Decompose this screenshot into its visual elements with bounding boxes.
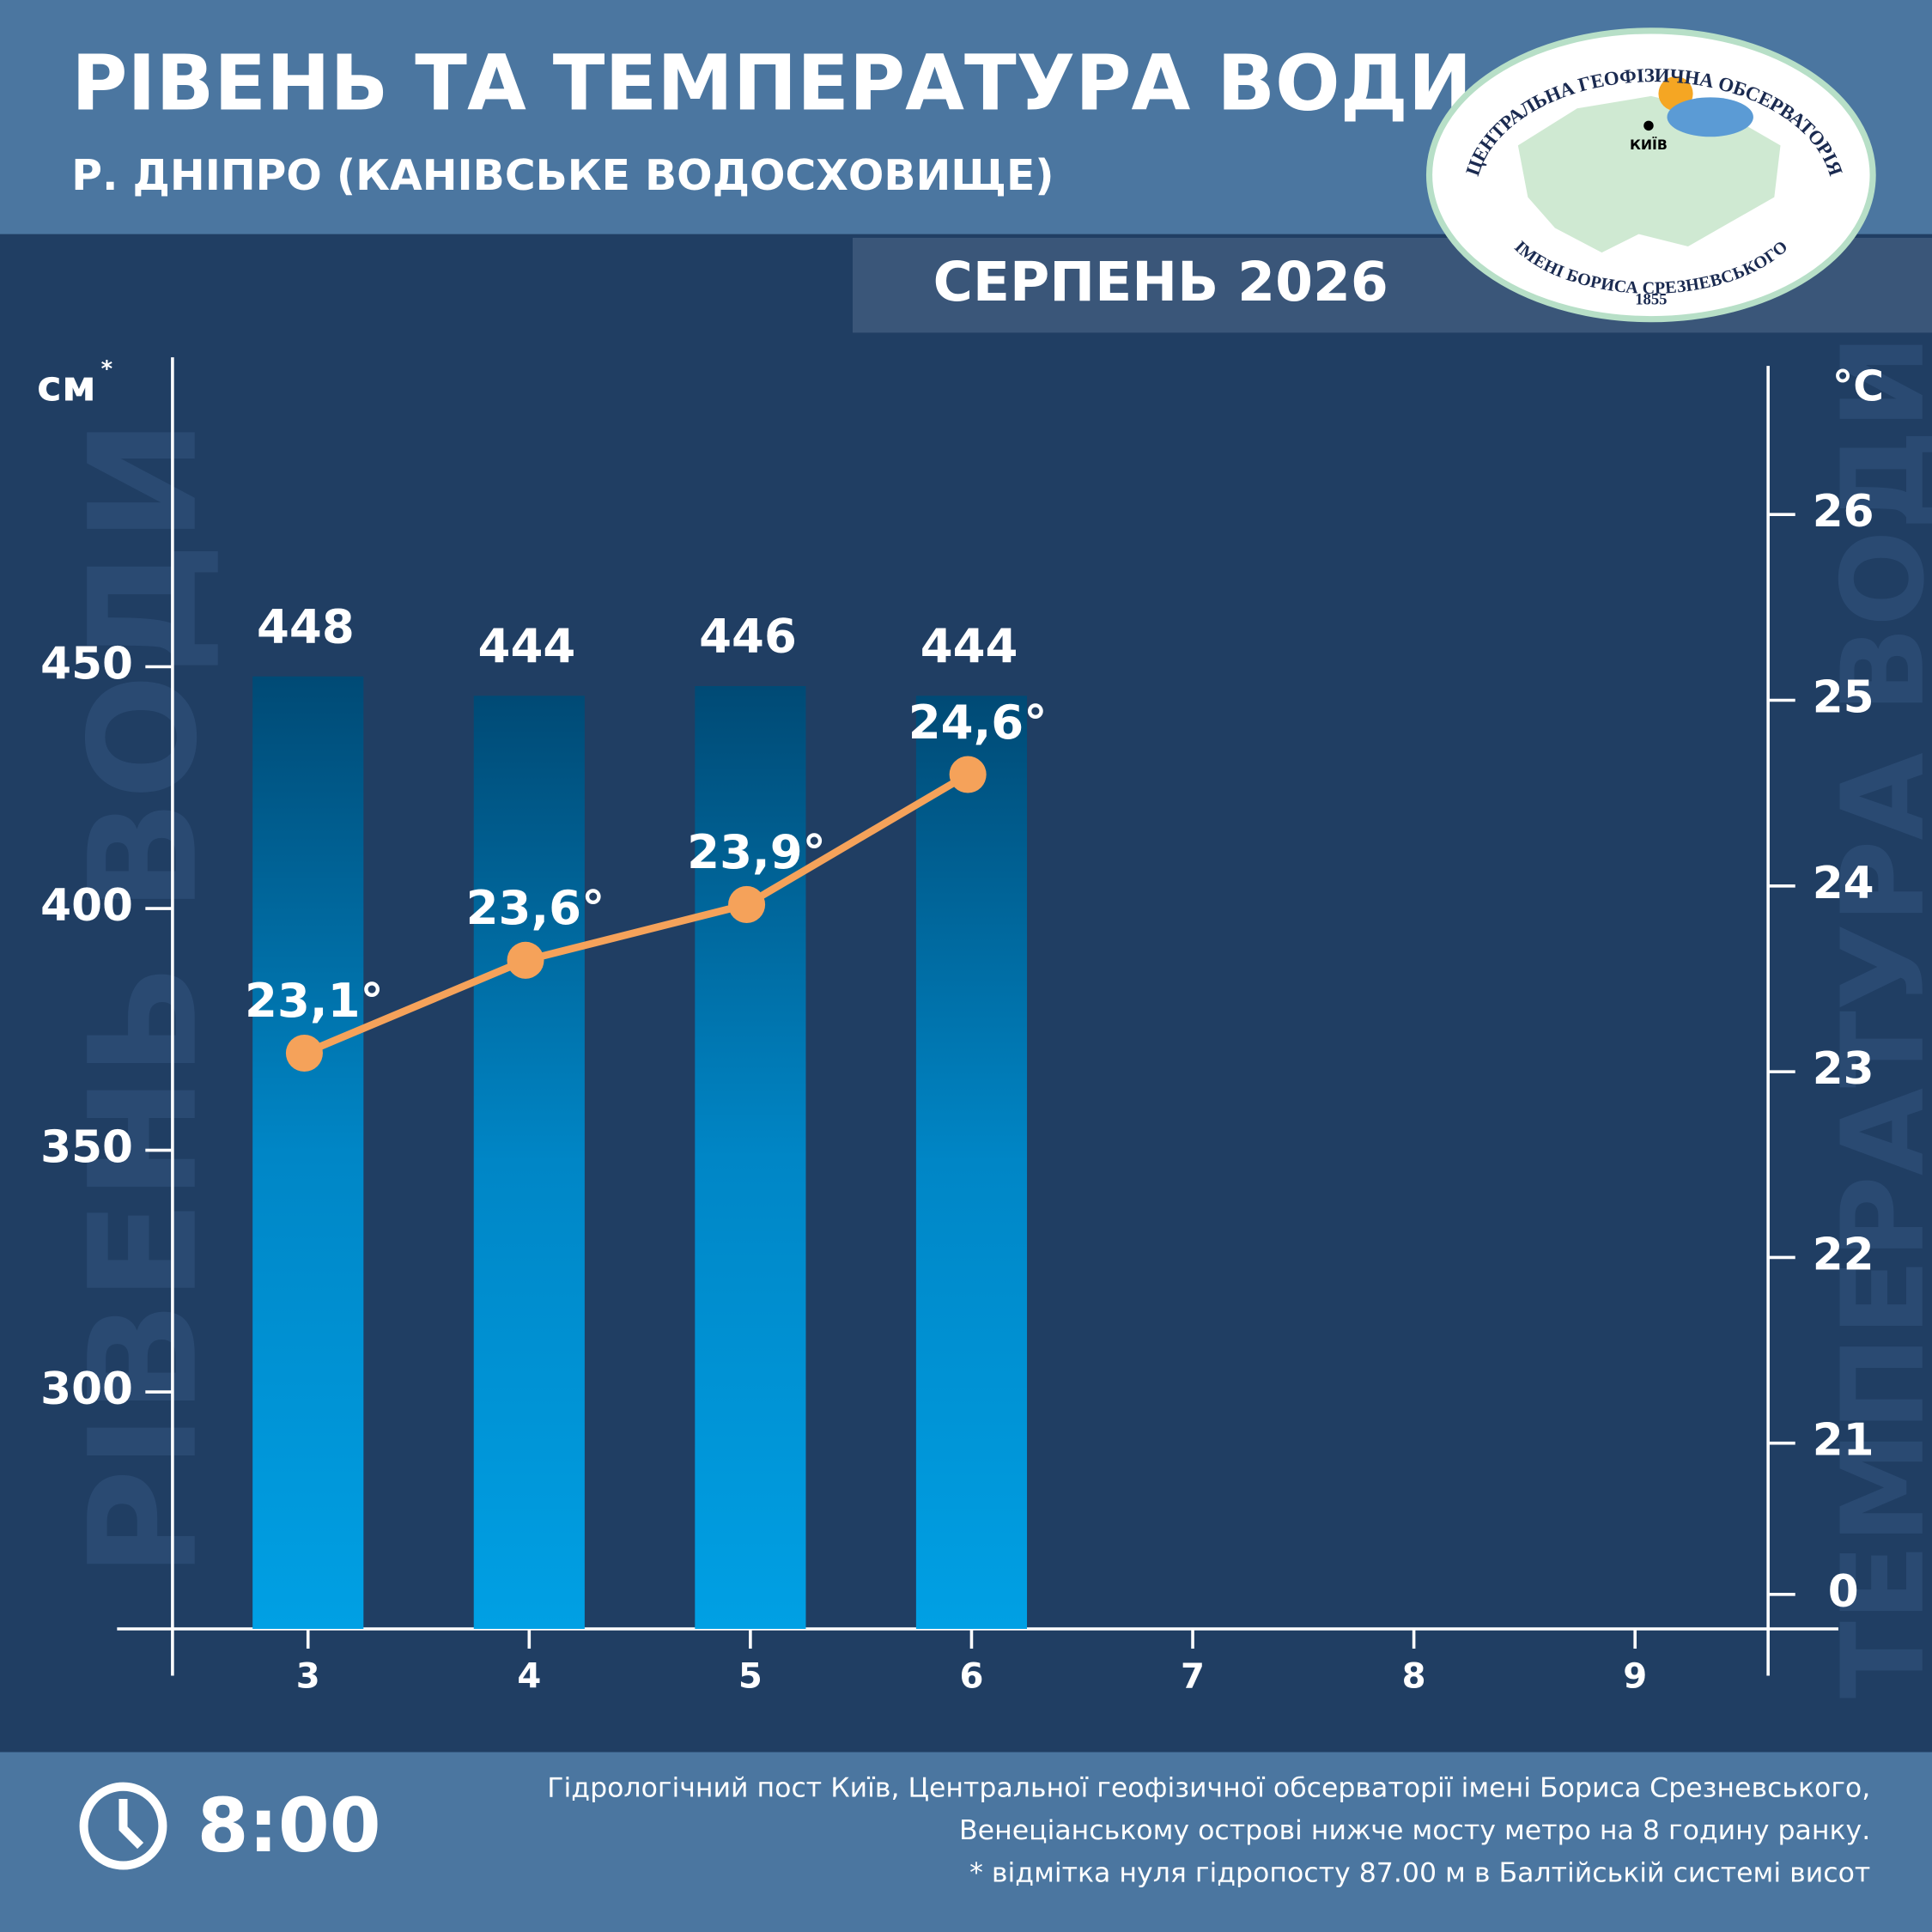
footer-band [0, 1752, 1932, 1932]
temperature-line [302, 771, 970, 1057]
temperature-label: 23,6° [466, 880, 605, 935]
bar [915, 696, 1028, 1630]
bar-label: 444 [920, 618, 1018, 673]
y-tick-label: 450 [40, 638, 133, 690]
footnote: * відмітка нуля гідропосту 87.00 м в Бал… [969, 1858, 1870, 1889]
logo-cloud [1667, 97, 1753, 137]
y-tick-label: 350 [40, 1122, 133, 1174]
y2-tick-label: 24 [1813, 858, 1874, 909]
y2-watermark: ТЕМПЕРАТУРА ВОДИ [1818, 335, 1932, 1699]
y2-unit: °C [1832, 361, 1884, 410]
logo-year: 1855 [1635, 290, 1667, 308]
subtitle: Р. ДНІПРО (КАНІВСЬКЕ ВОДОСХОВИЩЕ) [71, 151, 1054, 200]
bar [695, 686, 806, 1630]
x-tick-label: 7 [1181, 1656, 1205, 1696]
logo-city: КИЇВ [1630, 137, 1668, 153]
y-unit-note: * [101, 356, 113, 382]
title: РІВЕНЬ ТА ТЕМПЕРАТУРА ВОДИ [71, 39, 1472, 128]
plot: 300 350 400 450 0 21 22 23 24 25 26 3 4 5 6 7 8 9 448 444 44… [40, 486, 1874, 1888]
x-tick-label: 5 [738, 1656, 762, 1696]
y2-tick-label: 21 [1813, 1415, 1874, 1467]
y2-tick-label: 25 [1813, 672, 1874, 724]
footnote: Венеціанському острові нижче мосту метро… [959, 1815, 1870, 1846]
clock-icon [79, 1782, 167, 1870]
x-tick-label: 3 [296, 1656, 320, 1696]
clock-hands [118, 1799, 144, 1850]
x-tick-label: 8 [1402, 1656, 1426, 1696]
x-tick-label: 9 [1623, 1656, 1647, 1696]
y-watermark: РІВЕНЬ ВОДИ [58, 419, 230, 1578]
logo: КИЇВ ЦЕНТРАЛЬНА ГЕОФІЗИЧНА ОБСЕРВАТОРІЯ … [1425, 27, 1876, 323]
temperature-label: 23,1° [245, 973, 384, 1028]
y2-tick-label: 22 [1813, 1229, 1874, 1280]
bar-label: 444 [478, 618, 576, 673]
bar-label: 446 [699, 609, 797, 664]
y-tick-label: 300 [40, 1364, 133, 1415]
temperature-point [285, 1034, 323, 1072]
y-tick-label: 400 [40, 880, 133, 932]
temperature-point [949, 756, 987, 793]
y-unit: см [37, 361, 96, 410]
logo-dot [1643, 120, 1654, 131]
time: 8:00 [197, 1783, 381, 1869]
temperature-label: 23,9° [687, 824, 826, 879]
y2-tick-label: 26 [1813, 486, 1874, 538]
x-tick-label: 4 [517, 1656, 541, 1696]
x-tick-label: 6 [959, 1656, 983, 1696]
temperature-point [728, 885, 766, 923]
period: СЕРПЕНЬ 2026 [933, 250, 1388, 313]
y2-tick-label: 23 [1813, 1043, 1874, 1095]
footnote: Гідрологічний пост Київ, Центральної гео… [547, 1773, 1870, 1804]
bar [473, 696, 585, 1630]
temperature-point [507, 941, 544, 979]
temperature-label: 24,6° [908, 695, 1048, 750]
bar-label: 448 [257, 598, 355, 653]
y2-tick-label: 0 [1828, 1566, 1859, 1618]
bar [252, 676, 364, 1630]
